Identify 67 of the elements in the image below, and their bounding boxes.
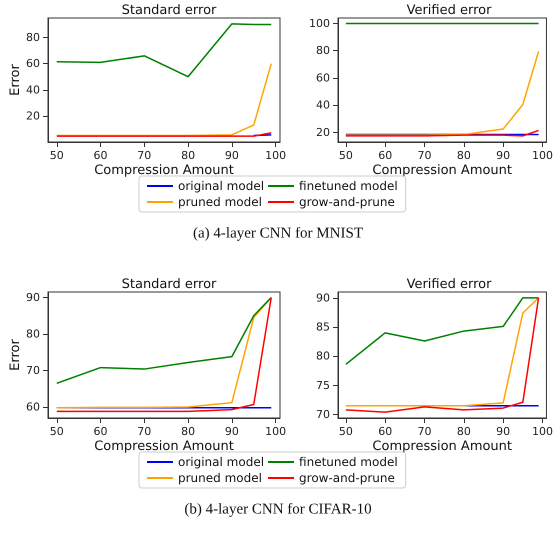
x-axis-title: Compression Amount (94, 439, 234, 454)
y-axis-title: Error (8, 338, 23, 371)
x-tick-label: 90 (496, 425, 510, 438)
legend-label: pruned model (178, 471, 262, 485)
x-tick-label: 90 (224, 425, 239, 438)
x-tick-label: 100 (265, 425, 286, 438)
chart-title: Standard error (122, 3, 218, 18)
line-series (56, 296, 272, 384)
x-tick-label: 80 (456, 425, 471, 438)
chart-title: Verified error (406, 277, 492, 292)
text: (a) 4-layer CNN for MNIST (193, 226, 363, 242)
y-tick-label: 90 (26, 290, 40, 304)
x-tick-label: 70 (418, 425, 432, 438)
x-tick-label: 50 (50, 149, 64, 162)
line-series (345, 50, 540, 136)
y-tick-label: 80 (26, 328, 40, 340)
x-tick-label: 80 (181, 425, 196, 438)
x-axis-title: Compression Amount (372, 439, 512, 454)
legend-label: finetuned model (299, 179, 398, 193)
x-tick-label: 100 (532, 149, 553, 162)
y-axis-title: Error (8, 64, 23, 96)
x-tick-label: 60 (378, 425, 392, 438)
x-tick-label: 50 (50, 425, 64, 438)
y-tick-label: 80 (26, 31, 40, 44)
text: (b) 4-layer CNN for CIFAR-10 (184, 502, 372, 518)
legend-label: grow-and-prune (299, 471, 395, 485)
x-tick-label: 100 (532, 425, 553, 438)
y-tick-label: 90 (316, 291, 330, 304)
x-tick-label: 70 (418, 149, 432, 162)
legend-label: grow-and-prune (299, 195, 395, 209)
y-tick-label: 60 (316, 71, 330, 84)
legend-label: finetuned model (299, 455, 398, 469)
x-tick-label: 90 (496, 149, 510, 162)
y-tick-label: 70 (26, 364, 40, 378)
x-tick-label: 70 (137, 425, 152, 438)
legend-label: pruned model (178, 195, 262, 209)
x-tick-label: 80 (181, 149, 196, 162)
y-tick-label: 85 (316, 320, 330, 334)
x-tick-label: 60 (94, 425, 108, 438)
y-tick-label: 60 (26, 57, 40, 70)
line-series (345, 297, 540, 366)
legend-label: original model (178, 455, 264, 469)
y-tick-label: 20 (26, 109, 40, 122)
legend-label: original model (178, 179, 264, 193)
x-tick-label: 50 (338, 425, 353, 438)
y-tick-label: 80 (316, 350, 330, 363)
y-tick-label: 40 (316, 98, 330, 112)
x-axis-title: Compression Amount (94, 163, 234, 178)
line-series (56, 23, 272, 78)
y-tick-label: 80 (316, 44, 330, 58)
x-tick-label: 80 (456, 149, 471, 162)
x-tick-label: 90 (224, 149, 239, 162)
x-tick-label: 100 (265, 149, 286, 162)
chart-title: Verified error (406, 3, 492, 18)
y-tick-label: 20 (316, 126, 330, 139)
y-tick-label: 70 (316, 408, 330, 421)
y-tick-label: 60 (26, 400, 40, 414)
x-axis-title: Compression Amount (372, 163, 512, 178)
x-tick-label: 60 (378, 149, 392, 162)
y-tick-label: 40 (26, 83, 40, 96)
x-tick-label: 50 (338, 149, 353, 162)
y-tick-label: 100 (309, 16, 330, 30)
line-series (56, 62, 272, 136)
y-tick-label: 75 (316, 378, 330, 392)
chart-title: Standard error (122, 277, 218, 292)
x-tick-label: 60 (94, 149, 108, 162)
x-tick-label: 70 (137, 149, 152, 162)
